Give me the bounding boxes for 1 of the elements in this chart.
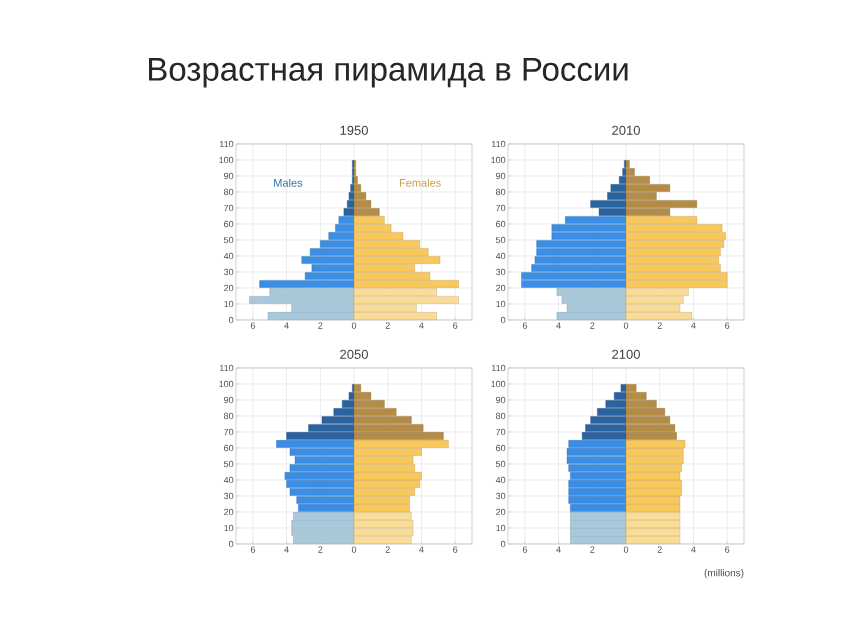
text: Возрастная пирамида в России	[149, 57, 628, 88]
